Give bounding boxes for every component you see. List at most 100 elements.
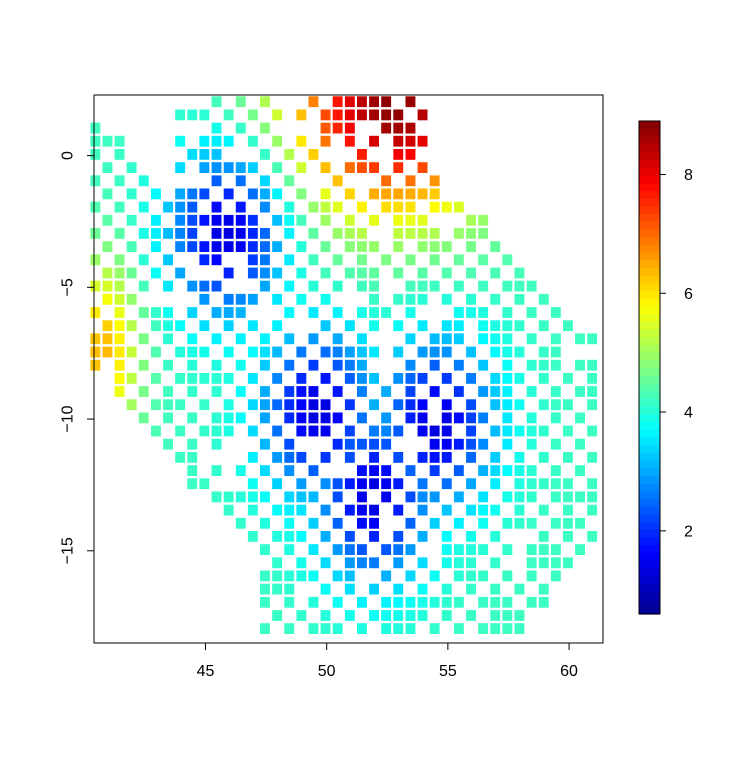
heatmap-cell	[223, 320, 234, 332]
colorbar-swatch	[639, 167, 660, 176]
heatmap-cell	[126, 241, 137, 252]
heatmap-cell	[187, 228, 198, 239]
heatmap-cell	[284, 412, 295, 424]
heatmap-cell	[429, 175, 440, 187]
heatmap-cell	[211, 228, 222, 239]
heatmap-cell	[187, 241, 198, 252]
colorbar-swatch	[639, 321, 660, 330]
heatmap-cell	[102, 188, 113, 200]
colorbar-swatch	[639, 590, 660, 600]
heatmap-cell	[308, 307, 319, 318]
heatmap-cell	[187, 386, 198, 397]
heatmap-cell	[538, 346, 549, 358]
heatmap-cell	[514, 478, 525, 490]
heatmap-cell	[514, 504, 525, 516]
colorbar-swatch	[639, 375, 660, 384]
heatmap-cell	[441, 438, 452, 450]
heatmap-cell	[235, 359, 246, 371]
colorbar-swatch	[639, 359, 660, 369]
heatmap-cell	[163, 307, 173, 318]
heatmap-cell	[478, 254, 489, 266]
heatmap-cell	[490, 373, 501, 384]
heatmap-cell	[296, 504, 307, 516]
heatmap-cell	[199, 109, 210, 121]
heatmap-cell	[138, 175, 149, 187]
heatmap-cell	[393, 452, 404, 463]
heatmap-cell	[223, 373, 234, 384]
heatmap-cell	[151, 399, 161, 411]
heatmap-cell	[260, 149, 270, 160]
heatmap-cell	[441, 412, 452, 424]
heatmap-cell	[151, 241, 161, 252]
heatmap-cell	[308, 228, 319, 239]
heatmap-cell	[369, 557, 379, 569]
heatmap-cell	[490, 478, 501, 490]
heatmap-cell	[550, 333, 561, 345]
heatmap-cell	[502, 280, 513, 292]
heatmap-cell	[514, 293, 525, 305]
heatmap-cell	[514, 373, 525, 384]
heatmap-cell	[296, 491, 307, 503]
heatmap-cell	[90, 359, 101, 371]
heatmap-cell	[526, 412, 537, 424]
heatmap-cell	[466, 307, 476, 318]
heatmap-cell	[587, 386, 598, 397]
heatmap-cell	[417, 135, 428, 147]
heatmap-cell	[320, 293, 331, 305]
heatmap-cell	[114, 201, 125, 213]
heatmap-cell	[223, 228, 234, 239]
heatmap-cell	[296, 531, 307, 542]
x-tick-label: 60	[560, 663, 578, 680]
heatmap-cell	[344, 570, 355, 582]
heatmap-cell	[223, 162, 234, 173]
heatmap-cell	[114, 346, 125, 358]
heatmap-cell	[405, 517, 416, 529]
heatmap-cell	[550, 386, 561, 397]
colorbar-swatch	[639, 190, 660, 199]
colorbar-swatch	[639, 382, 660, 392]
heatmap-cell	[199, 149, 210, 160]
heatmap-cell	[308, 280, 319, 292]
heatmap-cell	[308, 399, 319, 411]
heatmap-cell	[453, 491, 464, 503]
heatmap-cell	[320, 201, 331, 213]
heatmap-cell	[490, 583, 501, 595]
heatmap-cell	[296, 478, 307, 490]
colorbar-swatch	[639, 221, 660, 230]
heatmap-cell	[393, 201, 404, 213]
heatmap-cell	[369, 438, 379, 450]
colorbar-swatch	[639, 336, 660, 345]
heatmap-cell	[151, 425, 161, 437]
heatmap-cell	[284, 517, 295, 529]
heatmap-cell	[381, 438, 392, 450]
heatmap-cell	[163, 333, 173, 345]
heatmap-cell	[247, 452, 258, 463]
heatmap-cell	[575, 544, 585, 555]
heatmap-cell	[272, 531, 283, 542]
heatmap-cell	[187, 280, 198, 292]
heatmap-cell	[90, 280, 101, 292]
heatmap-cell	[235, 333, 246, 345]
heatmap-cell	[320, 373, 331, 384]
heatmap-cell	[284, 386, 295, 397]
heatmap-cell	[175, 267, 186, 279]
heatmap-cell	[199, 293, 210, 305]
heatmap-cell	[332, 596, 343, 608]
heatmap-cell	[393, 162, 404, 173]
heatmap-cell	[514, 280, 525, 292]
heatmap-cell	[308, 570, 319, 582]
heatmap-cell	[357, 412, 367, 424]
heatmap-cell	[114, 320, 125, 332]
heatmap-cell	[126, 346, 137, 358]
heatmap-cell	[114, 333, 125, 345]
heatmap-cell	[502, 491, 513, 503]
colorbar-swatch	[639, 251, 660, 261]
heatmap-cell	[357, 359, 367, 371]
heatmap-cell	[126, 399, 137, 411]
heatmap-cell	[296, 188, 307, 200]
colorbar-swatch	[639, 490, 660, 500]
colorbar-swatch	[639, 313, 660, 322]
heatmap-cell	[284, 504, 295, 516]
heatmap-cell	[272, 241, 283, 252]
heatmap-cell	[466, 425, 476, 437]
